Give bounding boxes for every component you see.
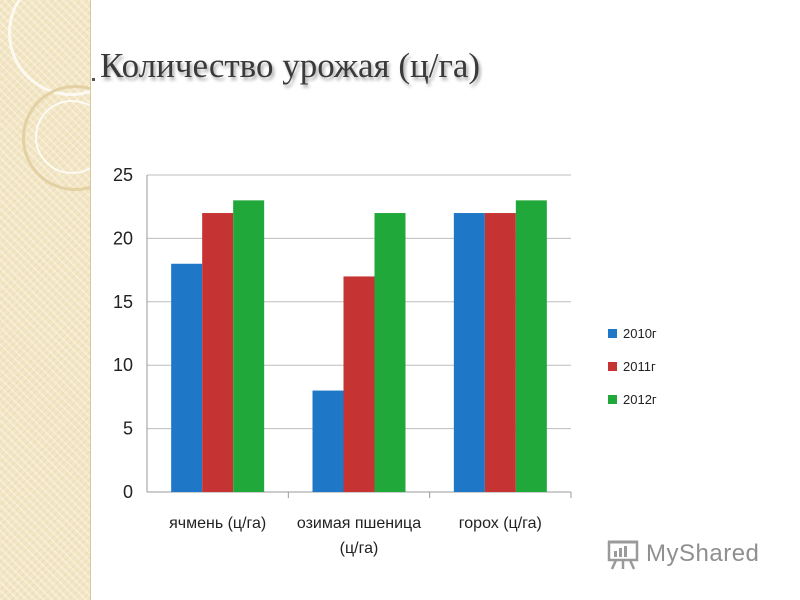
legend-swatch-2010г bbox=[608, 329, 617, 338]
bar-2012г-0 bbox=[233, 200, 265, 493]
title-bullet-dot bbox=[92, 78, 95, 81]
bar-2010г-2 bbox=[453, 213, 485, 493]
x-category-label: ячмень (ц/га) bbox=[169, 515, 266, 532]
y-tick-label: 25 bbox=[113, 165, 133, 185]
legend-label: 2012г bbox=[623, 392, 657, 407]
bar-2010г-0 bbox=[171, 263, 203, 492]
watermark: MyShared bbox=[606, 536, 759, 572]
presentation-board-icon bbox=[607, 540, 639, 570]
bar-2011г-2 bbox=[484, 213, 516, 493]
bar-2012г-1 bbox=[374, 213, 406, 493]
legend-swatch-2012г bbox=[608, 395, 617, 404]
bar-2010г-1 bbox=[312, 390, 344, 492]
y-tick-label: 20 bbox=[113, 228, 133, 248]
x-category-label: озимая пшеница bbox=[297, 515, 421, 532]
slide-title: Количество урожая (ц/га) bbox=[100, 46, 481, 85]
x-category-label: горох (ц/га) bbox=[459, 515, 542, 532]
y-tick-label: 15 bbox=[113, 292, 133, 312]
watermark-text: MyShared bbox=[646, 540, 760, 567]
x-category-label: (ц/га) bbox=[340, 540, 379, 557]
y-tick-label: 5 bbox=[123, 419, 133, 439]
legend-label: 2011г bbox=[623, 359, 656, 374]
legend-label: 2010г bbox=[623, 326, 657, 341]
bar-2011г-1 bbox=[343, 276, 375, 492]
decorative-swirl bbox=[35, 100, 90, 174]
y-tick-label: 0 bbox=[123, 482, 133, 502]
decorative-side-strip bbox=[0, 0, 91, 600]
bar-2011г-0 bbox=[202, 213, 234, 493]
bar-2012г-2 bbox=[515, 200, 547, 493]
y-tick-label: 10 bbox=[113, 355, 133, 375]
legend-swatch-2011г bbox=[608, 362, 617, 371]
